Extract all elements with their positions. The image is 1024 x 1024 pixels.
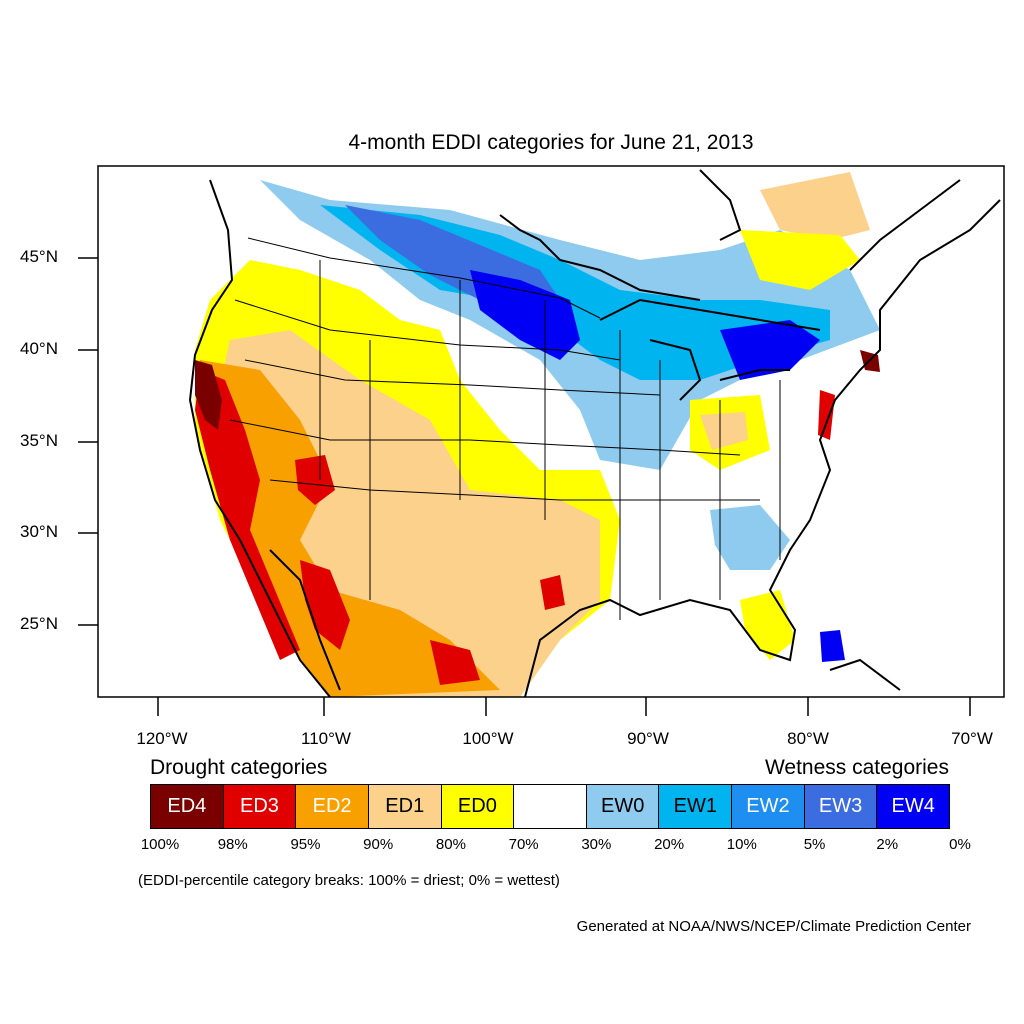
legend-box-ed2: ED2 — [296, 785, 369, 828]
break-label: 2% — [876, 836, 899, 853]
legend-box-ed1: ED1 — [368, 785, 442, 828]
legend-box-ew4: EW4 — [877, 785, 950, 828]
break-label: 20% — [654, 836, 685, 853]
lon-label-70w: 70°W — [951, 729, 993, 748]
credit-line: Generated at NOAA/NWS/NCEP/Climate Predi… — [576, 918, 971, 935]
wetness-heading: Wetness categories — [764, 756, 949, 779]
break-label: 98% — [217, 836, 248, 853]
mexico-ed3-b — [430, 640, 480, 685]
legend-box-ew1: EW1 — [659, 785, 733, 828]
west-ed4 — [195, 360, 222, 430]
map-frame — [97, 165, 1005, 698]
texas-ed3 — [540, 575, 565, 610]
break-label: 100% — [140, 836, 180, 853]
break-label: 70% — [508, 836, 539, 853]
break-label: 10% — [726, 836, 757, 853]
bahamas-ew4 — [820, 630, 845, 662]
ne-canada-dry — [760, 172, 870, 240]
break-label: 95% — [290, 836, 321, 853]
northern-plains-ew4 — [470, 270, 580, 360]
lon-label-80w: 80°W — [787, 729, 829, 748]
legend-box-ew3: EW3 — [804, 785, 878, 828]
category-legend: ED4 ED3 ED2 ED1 ED0 EW0 EW1 EW2 EW3 EW4 — [150, 784, 950, 829]
legend-box-ed3: ED3 — [223, 785, 297, 828]
west-ed3 — [195, 370, 300, 660]
legend-box-ed4: ED4 — [151, 785, 224, 828]
break-label: 30% — [581, 836, 612, 853]
lat-label-25n: 25°N — [20, 614, 58, 633]
drought-heading: Drought categories — [150, 756, 328, 779]
axis-ticks — [78, 257, 971, 716]
lon-label-90w: 90°W — [627, 729, 669, 748]
ne-canada-ed0 — [740, 230, 860, 290]
category-note: (EDDI-percentile category breaks: 100% =… — [138, 872, 560, 889]
mexico-ed3 — [300, 560, 350, 650]
lake-erie-ew4 — [720, 320, 820, 380]
legend-box-ew2: EW2 — [732, 785, 805, 828]
break-label: 5% — [803, 836, 826, 853]
southeast-wet — [710, 505, 790, 570]
lat-label-45n: 45°N — [20, 247, 58, 266]
map-fields — [190, 170, 1004, 697]
map-title: 4-month EDDI categories for June 21, 201… — [348, 131, 754, 154]
nevada-ed3 — [295, 455, 335, 505]
break-label: 80% — [435, 836, 466, 853]
lon-label-100w: 100°W — [462, 729, 514, 748]
florida-ed0 — [740, 590, 795, 660]
legend-box-ew0: EW0 — [586, 785, 660, 828]
lat-label-40n: 40°N — [20, 339, 58, 358]
east-coast-ed3 — [818, 390, 835, 440]
lon-label-110w: 110°W — [301, 729, 351, 748]
lat-label-30n: 30°N — [20, 522, 58, 541]
state-boundaries — [229, 237, 781, 620]
break-label: 0% — [949, 836, 971, 853]
break-label: 90% — [363, 836, 394, 853]
midwest-ed1 — [700, 412, 748, 450]
coastline — [188, 169, 1001, 697]
legend-box-neutral — [514, 785, 587, 828]
legend-box-ed0: ED0 — [441, 785, 515, 828]
lat-label-35n: 35°N — [20, 431, 58, 450]
lon-label-120w: 120°W — [136, 729, 188, 748]
